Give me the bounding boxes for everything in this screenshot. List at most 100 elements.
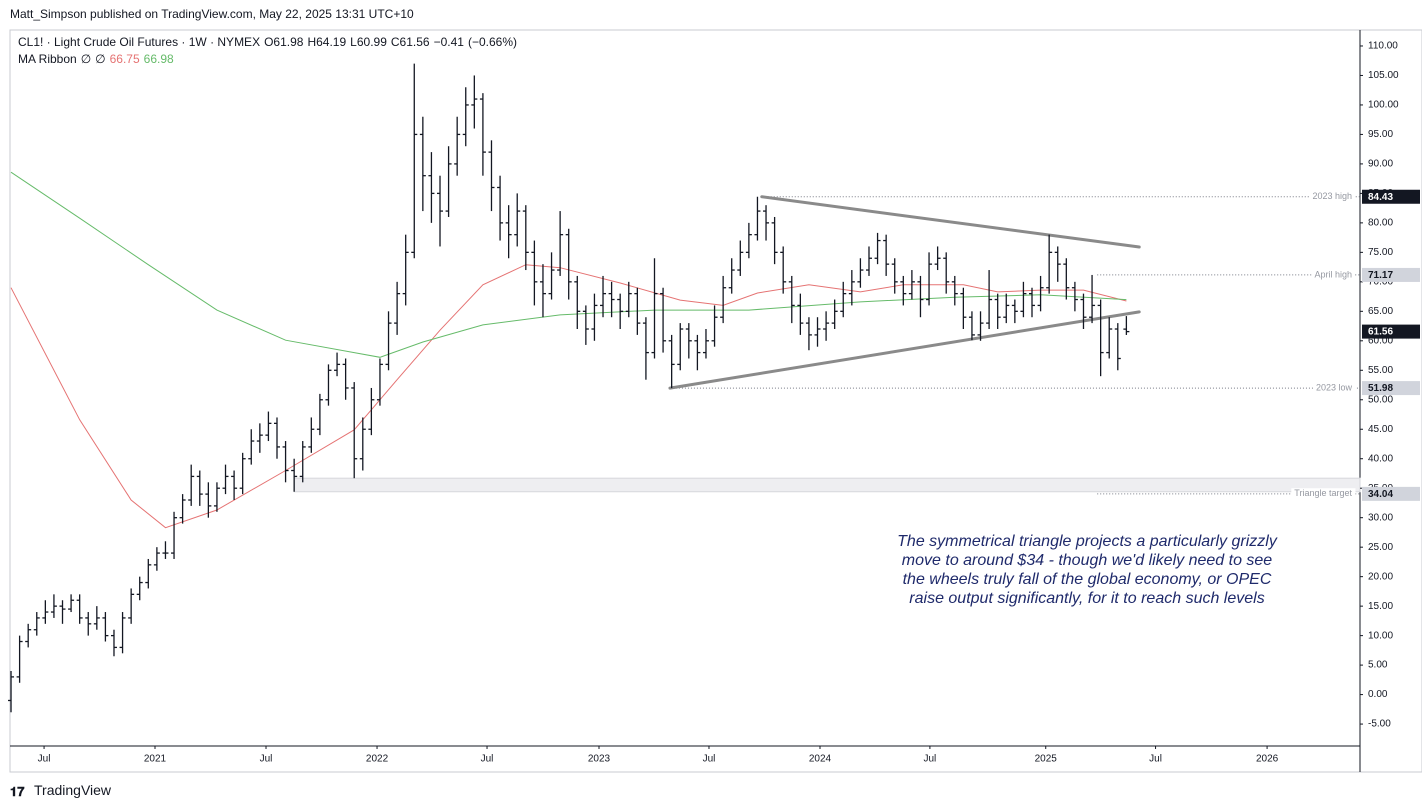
ma-param: ∅ <box>95 52 106 66</box>
ohlc-bar <box>334 352 341 377</box>
target-zone <box>293 477 1361 493</box>
ohlc-bar <box>1029 287 1036 318</box>
level-label: April high <box>1314 269 1352 279</box>
annotation: move to around $34 - though we'd likely … <box>902 552 1273 569</box>
ohlc-bar <box>874 232 881 265</box>
ohlc-bar <box>865 246 872 276</box>
y-tick-label: 5.00 <box>1368 660 1388 671</box>
ohlc-bar <box>33 612 40 636</box>
ohlc-bar <box>960 287 967 330</box>
ohlc-bar <box>908 270 915 300</box>
ohlc-bar <box>153 547 160 571</box>
y-tick-label: 65.00 <box>1368 306 1393 317</box>
level-label-bg <box>1291 488 1356 499</box>
change: −0.41 <box>433 35 464 49</box>
trendline <box>668 310 1141 390</box>
ohlc-bar <box>831 299 838 330</box>
ohlc-bar <box>900 275 907 306</box>
ohlc-bar <box>488 140 495 212</box>
ohlc-bar <box>188 464 195 506</box>
ohlc-bar <box>788 275 795 324</box>
ohlc-bar <box>213 482 220 512</box>
ohlc-bar <box>171 511 178 559</box>
x-tick-label: Jul <box>38 754 51 765</box>
ohlc-bar <box>857 258 864 288</box>
ohlc-bar <box>1097 299 1104 377</box>
brand: TradingView <box>34 782 112 798</box>
ohlc-bar <box>891 258 898 294</box>
ohlc-bar <box>720 275 727 324</box>
ohlc-bar <box>574 275 581 330</box>
ohlc-bar <box>1011 299 1018 324</box>
ohlc-bar <box>1003 293 1010 324</box>
ohlc-bar <box>282 441 289 483</box>
ohlc-bar <box>179 494 186 524</box>
y-tick-label: 70.00 <box>1368 276 1393 287</box>
level-label-bg <box>1311 269 1355 280</box>
ohlc-label: L <box>350 35 357 49</box>
x-tick-label: Jul <box>1149 754 1162 765</box>
ohlc-bar <box>814 317 821 347</box>
ohlc-bar <box>943 252 950 294</box>
ohlc-bar <box>16 635 23 683</box>
ma-value: 66.75 <box>109 52 140 66</box>
ohlc-bar <box>145 558 152 589</box>
ohlc-bar <box>1071 281 1078 312</box>
ohlc-bar <box>968 311 975 341</box>
ohlc-bar <box>531 240 538 306</box>
y-tick-label: 55.00 <box>1368 365 1393 376</box>
ohlc-bar <box>840 281 847 318</box>
y-tick-label: 90.00 <box>1368 159 1393 170</box>
ohlc-bar <box>42 600 49 624</box>
ohlc-bar <box>342 358 349 400</box>
ohlc-bar <box>557 211 564 276</box>
ohlc-bar <box>454 116 461 176</box>
x-tick-label: 2024 <box>809 754 832 765</box>
ohlc-bar <box>634 287 641 335</box>
ohlc-bar <box>385 311 392 371</box>
ohlc-bar <box>196 470 203 506</box>
ohlc-bar <box>222 464 229 495</box>
y-tick-label: 30.00 <box>1368 512 1393 523</box>
y-tick-label: 25.00 <box>1368 542 1393 553</box>
price-tag <box>1362 486 1420 501</box>
x-tick-label: 2025 <box>1035 754 1058 765</box>
ohlc-bar <box>883 234 890 276</box>
ohlc-bar <box>582 305 589 345</box>
ma-value: 66.98 <box>143 52 174 66</box>
ohlc-bar <box>685 323 692 359</box>
x-tick-label: 2022 <box>366 754 389 765</box>
ohlc-bar <box>625 281 632 318</box>
ohlc-bar <box>394 281 401 335</box>
ohlc-bar <box>462 87 469 147</box>
ohlc-bar <box>85 612 92 636</box>
ohlc-bar <box>763 205 770 241</box>
ohlc-bar <box>419 116 426 212</box>
ohlc-bar <box>986 270 993 330</box>
ohlc-bar <box>102 612 109 642</box>
ohlc-bar <box>1037 275 1044 312</box>
ohlc-label: O <box>264 35 274 49</box>
ohlc-bar <box>745 222 752 259</box>
ohlc-bar <box>1123 316 1130 335</box>
ohlc-bar <box>514 193 521 247</box>
y-tick-label: 60.00 <box>1368 335 1393 346</box>
ohlc-bar <box>668 334 675 389</box>
ohlc-value: 61.56 <box>399 35 430 49</box>
ohlc-bar <box>934 246 941 271</box>
level-label: 2023 high <box>1312 191 1352 201</box>
x-tick-label: 2026 <box>1256 754 1279 765</box>
y-tick-label: 40.00 <box>1368 453 1393 464</box>
ohlc-bar <box>119 612 126 654</box>
price-tag-label: 84.43 <box>1368 192 1393 203</box>
ohlc-bar <box>402 234 409 306</box>
x-tick-label: Jul <box>481 754 494 765</box>
price-tag <box>1362 189 1420 204</box>
ohlc-bar <box>273 417 280 459</box>
y-tick-label: 100.00 <box>1368 100 1399 111</box>
ohlc-bar <box>1089 274 1096 324</box>
y-tick-label: 0.00 <box>1368 689 1388 700</box>
y-tick-label: -5.00 <box>1368 719 1391 730</box>
ohlc-bar <box>771 216 778 265</box>
